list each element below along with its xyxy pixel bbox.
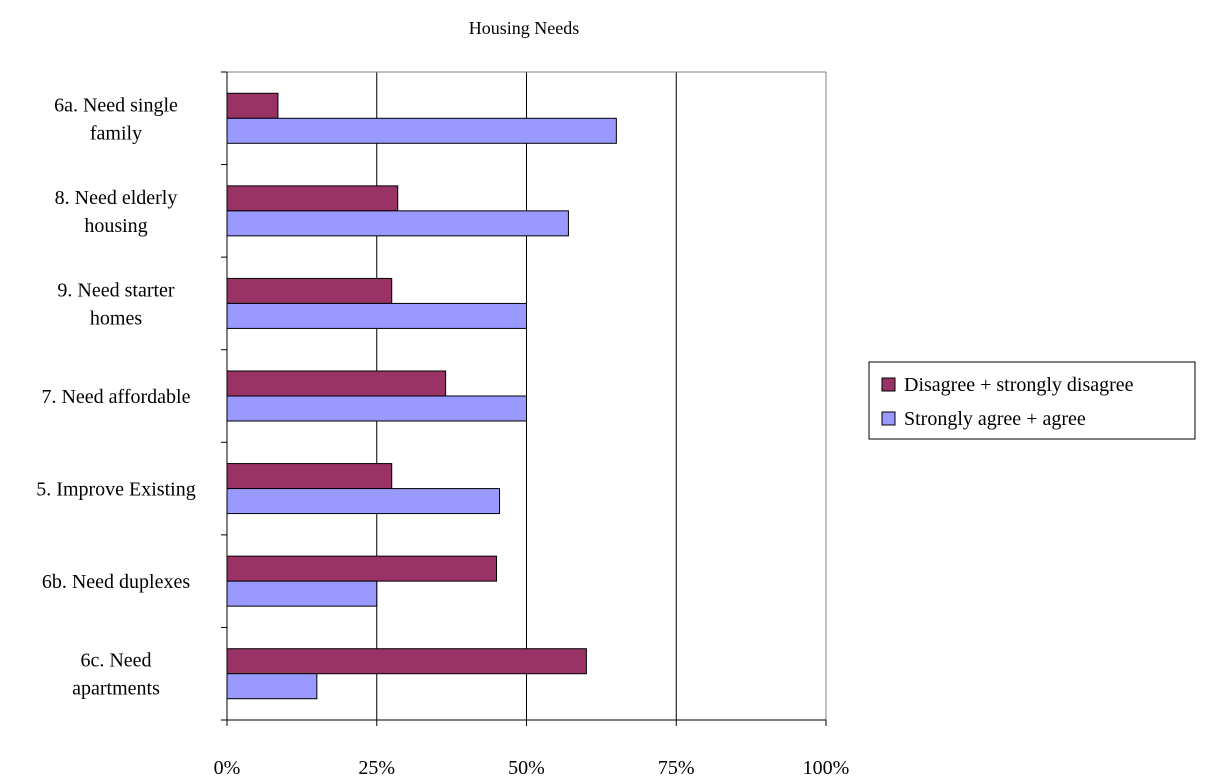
- bar-disagree-3: [226, 277, 393, 304]
- category-label: family: [90, 122, 142, 144]
- bar-disagree-1: [226, 92, 279, 119]
- bar-disagree-5: [226, 463, 393, 490]
- category-label: 6a. Need single: [54, 94, 178, 116]
- bar-agree-1: [226, 117, 617, 144]
- category-label: housing: [84, 215, 147, 237]
- category-labels: 6a. Need single family 8. Need elderly hous…: [36, 94, 195, 699]
- legend: Disagree + strongly disagree Strongly agr…: [868, 361, 1196, 440]
- category-label: apartments: [72, 678, 160, 700]
- legend-label: Strongly agree + agree: [904, 408, 1086, 430]
- legend-swatch: [881, 411, 896, 426]
- category-label: 9. Need starter: [57, 279, 175, 301]
- category-label: 6b. Need duplexes: [42, 571, 191, 593]
- category-label: 8. Need elderly: [55, 187, 178, 209]
- plot-axes: [221, 71, 827, 726]
- bar-disagree-2: [226, 185, 399, 212]
- chart-title: Housing Needs: [469, 18, 580, 38]
- bar-agree-6: [226, 580, 378, 607]
- x-tick-label: 25%: [358, 757, 395, 779]
- legend-frame: [868, 361, 1196, 440]
- legend-label: Disagree + strongly disagree: [904, 374, 1134, 396]
- x-tick-label: 50%: [508, 757, 545, 779]
- bar-disagree-7: [226, 648, 587, 675]
- x-tick-label: 100%: [803, 757, 850, 779]
- bar-agree-7: [226, 673, 318, 700]
- bar-agree-5: [226, 488, 501, 515]
- x-tick-label: 75%: [658, 757, 695, 779]
- category-label: 5. Improve Existing: [36, 479, 195, 501]
- category-label: homes: [90, 307, 142, 329]
- legend-swatch: [881, 377, 896, 392]
- bar-disagree-4: [226, 370, 447, 397]
- bar-agree-2: [226, 210, 569, 237]
- category-label: 7. Need affordable: [41, 386, 190, 408]
- bar-disagree-6: [226, 555, 498, 582]
- category-label: 6c. Need: [80, 650, 151, 672]
- x-tick-labels: 0% 25% 50% 75% 100%: [214, 757, 850, 779]
- bar-agree-4: [226, 395, 527, 422]
- bar-agree-3: [226, 302, 527, 329]
- x-tick-label: 0%: [214, 757, 241, 779]
- plot-bars: [226, 92, 617, 700]
